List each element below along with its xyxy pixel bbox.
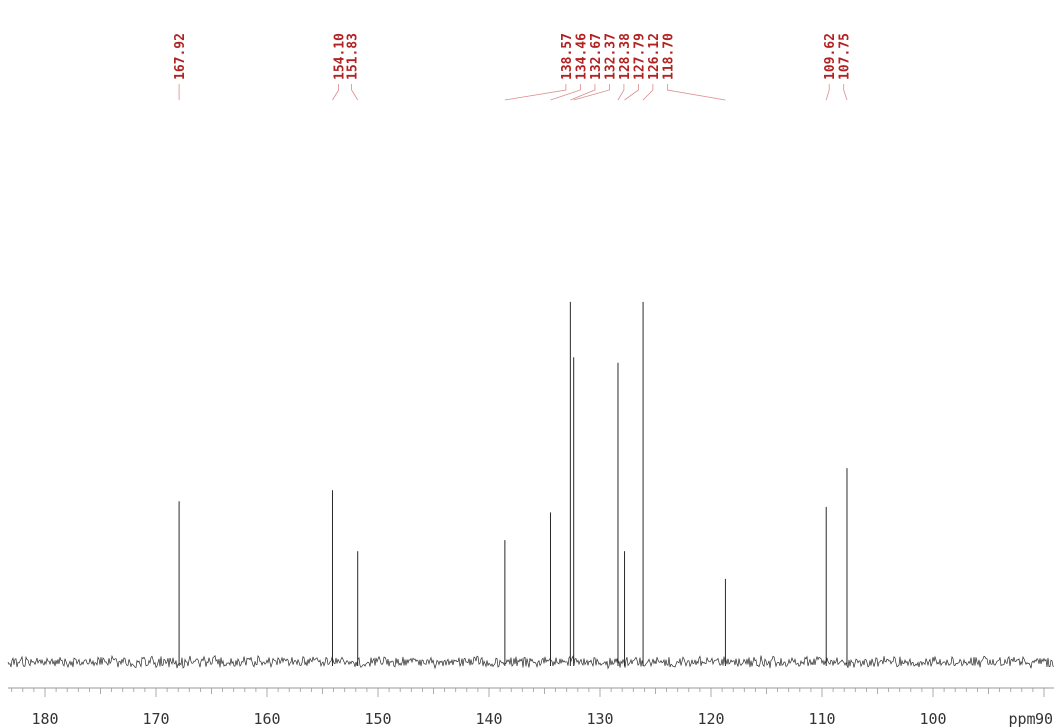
peak-label: 167.92 [173,33,188,80]
tick-label: 90 [1035,710,1053,728]
peak-label: 132.37 [603,33,618,80]
tick-label: 150 [364,710,391,728]
peak-label: 132.67 [589,33,604,80]
spectrum-baseline-trace [7,654,1054,670]
spectrum-peaks [178,301,848,666]
tick-label: 180 [31,710,58,728]
peak-leader-lines [178,84,848,101]
peak-label: 151.83 [346,33,361,80]
peak-leader [617,84,625,101]
tick-label: 170 [142,710,169,728]
peak-label: 126.12 [647,33,662,80]
peak-label: 138.57 [560,33,575,80]
peak-leader [504,84,567,101]
peak-leader [570,84,596,101]
peak-leader [550,84,581,101]
peak-leader [667,84,726,101]
tick-label: 160 [253,710,280,728]
peak-leader [624,84,639,101]
peak-leader [825,84,830,101]
tick-label: 130 [586,710,613,728]
axis-unit-label: ppm [1008,710,1035,728]
ppm-axis: 1801701601501401301201101009080706050403… [8,687,1054,728]
peak-leader [573,84,610,101]
peak-label: 128.38 [618,33,633,80]
peak-leader [843,84,848,101]
peak-label: 109.62 [823,33,838,80]
tick-label: 110 [808,710,835,728]
tick-label: 120 [697,710,724,728]
tick-label: 100 [919,710,946,728]
tick-label: 140 [475,710,502,728]
peak-leader [642,84,654,101]
peak-label: 134.46 [574,33,589,80]
peak-label: 127.79 [632,33,647,80]
peak-leader [351,84,359,101]
peak-label: 118.70 [661,33,676,80]
peak-label: 107.75 [838,33,853,80]
peak-leader [332,84,340,101]
peak-label: 154.10 [333,33,348,80]
